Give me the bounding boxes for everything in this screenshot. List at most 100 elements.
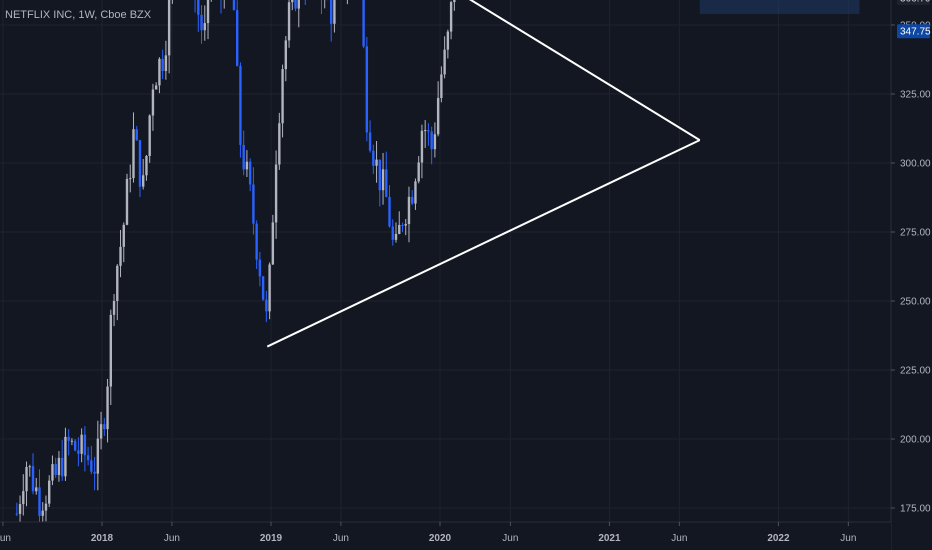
- candle-body: [116, 265, 119, 301]
- candle: [411, 190, 414, 206]
- candle-body: [48, 480, 51, 504]
- stop-zone[interactable]: [699, 0, 860, 14]
- candle-body: [271, 222, 275, 265]
- candle: [443, 36, 446, 79]
- candle: [372, 144, 375, 175]
- candle-body: [453, 0, 456, 3]
- candle: [220, 0, 222, 14]
- x-tick-label: Jun: [671, 533, 687, 544]
- candle: [271, 214, 275, 266]
- candle: [394, 222, 398, 243]
- candle: [417, 156, 420, 184]
- candle-body: [381, 169, 385, 191]
- candle: [167, 0, 171, 74]
- candle: [223, 0, 225, 9]
- candle-body: [372, 150, 375, 166]
- candle: [242, 130, 245, 176]
- candle: [161, 49, 164, 80]
- candle: [64, 427, 67, 481]
- stop-tag-box: [897, 24, 930, 39]
- candle: [48, 475, 51, 507]
- candle-body: [258, 259, 262, 277]
- candle: [430, 126, 433, 165]
- candle-body: [31, 466, 35, 492]
- candle: [398, 211, 401, 235]
- candle: [239, 62, 242, 158]
- candle: [329, 0, 333, 42]
- y-tick-label: 175.00: [900, 504, 931, 515]
- candle: [436, 81, 440, 137]
- candle-body: [378, 159, 381, 191]
- candle: [15, 502, 19, 517]
- candle: [106, 378, 109, 443]
- candle: [96, 420, 100, 491]
- candle-body: [80, 434, 83, 454]
- prev-close-tag[interactable]: 366.79: [897, 0, 931, 5]
- candle-body: [119, 246, 122, 266]
- candle: [67, 429, 70, 456]
- candle: [248, 158, 252, 192]
- ascending-support-line[interactable]: [266, 139, 701, 348]
- candle-body: [375, 159, 378, 166]
- candle: [142, 159, 145, 190]
- candle: [414, 178, 417, 210]
- candle-body: [44, 503, 48, 511]
- candle-body: [398, 224, 401, 234]
- candle: [51, 455, 54, 486]
- candle-body: [245, 161, 249, 170]
- candle-body: [158, 58, 161, 86]
- candle-body: [274, 164, 278, 223]
- candle-body: [145, 155, 148, 176]
- candle-body: [83, 434, 87, 456]
- x-tick-label: 2021: [598, 533, 621, 544]
- candle: [284, 35, 288, 82]
- candle: [151, 83, 155, 131]
- candle: [203, 5, 206, 41]
- stop-tag[interactable]: 347.75: [897, 24, 931, 39]
- candle-body: [436, 97, 440, 135]
- price-axis[interactable]: [891, 0, 932, 550]
- candle: [206, 0, 210, 40]
- candle: [112, 294, 116, 327]
- candle: [93, 456, 96, 491]
- candle-body: [77, 450, 80, 454]
- y-tick-label: 225.00: [900, 366, 931, 377]
- candle: [194, 0, 196, 13]
- candle-body: [112, 300, 116, 315]
- candle: [31, 453, 35, 495]
- candle: [80, 428, 83, 463]
- candle-body: [427, 130, 430, 132]
- candle-body: [423, 130, 427, 132]
- candle-body: [60, 457, 64, 477]
- candle-body: [329, 0, 333, 24]
- candle-body: [54, 464, 57, 475]
- symbol-title[interactable]: NETFLIX INC, 1W, Cboe BZX: [5, 9, 152, 21]
- candle: [388, 185, 391, 228]
- candle: [86, 446, 90, 466]
- candle: [138, 139, 142, 198]
- candle-body: [284, 40, 288, 70]
- candle-body: [388, 196, 391, 227]
- candle: [320, 0, 322, 15]
- candle: [158, 57, 161, 94]
- x-tick-label: 2022: [767, 533, 790, 544]
- candle: [109, 309, 112, 406]
- candle-body: [86, 455, 90, 461]
- candle: [235, 0, 239, 67]
- candle: [154, 82, 158, 90]
- y-tick-label: 275.00: [900, 228, 931, 239]
- candle: [252, 167, 255, 235]
- candle-body: [28, 466, 31, 468]
- time-axis[interactable]: [0, 522, 891, 550]
- x-tick-label: Jun: [0, 533, 11, 544]
- descending-resistance-line[interactable]: [170, 0, 701, 141]
- candle-body: [96, 438, 100, 474]
- candle: [77, 437, 80, 467]
- candle: [281, 64, 284, 138]
- candle-body: [430, 131, 433, 150]
- candle: [148, 114, 151, 163]
- x-tick-label: Jun: [502, 533, 518, 544]
- candle-body: [440, 74, 443, 98]
